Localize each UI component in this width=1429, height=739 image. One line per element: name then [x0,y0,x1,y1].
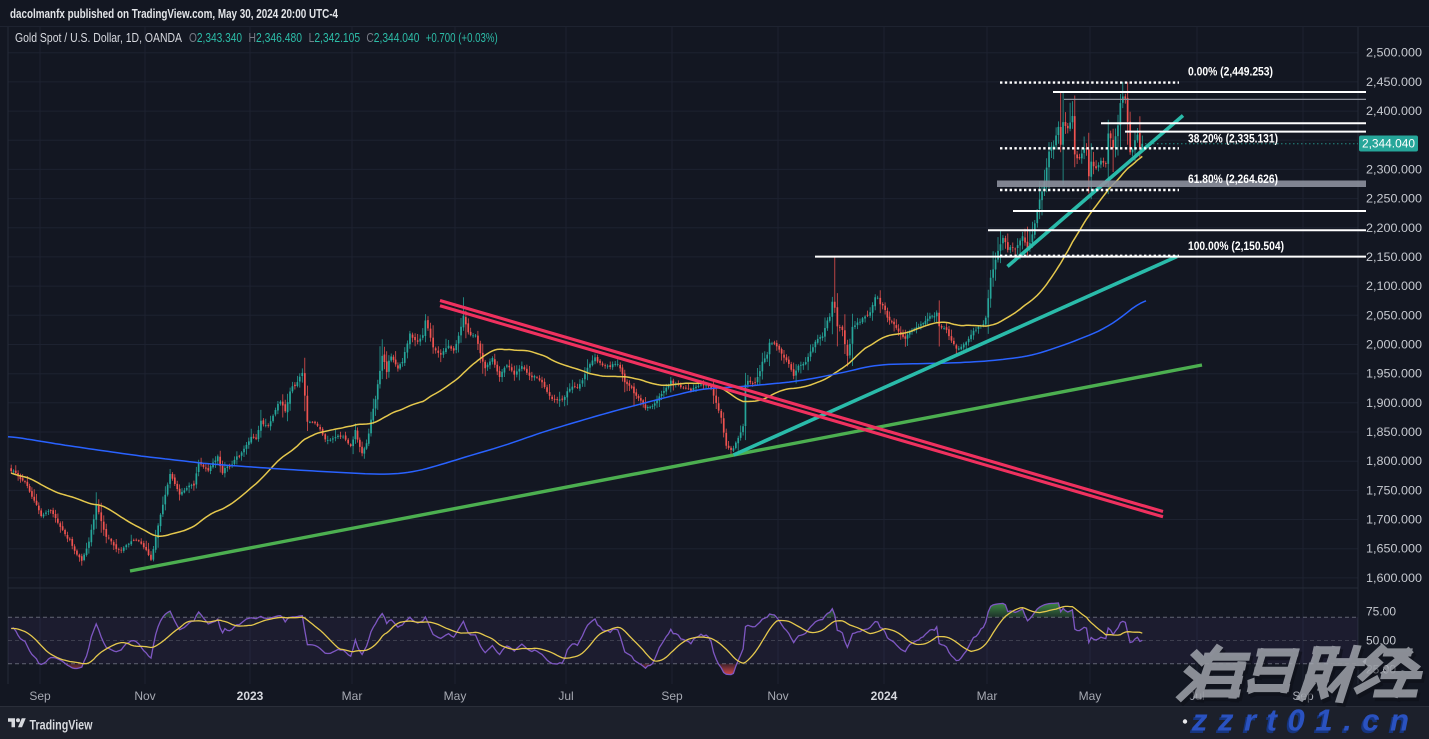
svg-text:2,500.000: 2,500.000 [1366,46,1422,60]
svg-text:1,800.000: 1,800.000 [1366,454,1422,468]
svg-text:1,850.000: 1,850.000 [1366,425,1422,439]
svg-text:1,700.000: 1,700.000 [1366,513,1422,527]
svg-text:0.00% (2,449.253): 0.00% (2,449.253) [1188,65,1273,79]
svg-text:+0.700 (+0.03%): +0.700 (+0.03%) [426,31,498,45]
svg-text:C2,344.040: C2,344.040 [366,31,419,45]
svg-text:75.00: 75.00 [1366,604,1396,618]
svg-text:2,000.000: 2,000.000 [1366,338,1422,352]
svg-text:TradingView: TradingView [30,718,93,733]
svg-text:2,100.000: 2,100.000 [1366,279,1422,293]
svg-text:Nov: Nov [767,689,788,703]
svg-text:Nov: Nov [134,689,155,703]
svg-text:O2,343.340: O2,343.340 [189,31,242,45]
svg-text:2,344.040: 2,344.040 [1362,137,1415,151]
svg-text:May: May [1079,689,1102,703]
svg-text:L2,342.105: L2,342.105 [309,31,361,45]
svg-text:38.20% (2,335.131): 38.20% (2,335.131) [1188,132,1278,146]
svg-text:Sep: Sep [661,689,683,703]
svg-text:61.80% (2,264.626): 61.80% (2,264.626) [1188,172,1278,186]
svg-text:zzrt01.cn: zzrt01.cn [1189,705,1421,739]
svg-text:1,600.000: 1,600.000 [1366,571,1422,585]
svg-text:May: May [444,689,467,703]
svg-text:2,150.000: 2,150.000 [1366,250,1422,264]
svg-text:2,200.000: 2,200.000 [1366,221,1422,235]
svg-text:1,650.000: 1,650.000 [1366,542,1422,556]
svg-text:1,750.000: 1,750.000 [1366,483,1422,497]
svg-text:dacolmanfx published on Tradin: dacolmanfx published on TradingView.com,… [10,7,338,21]
svg-text:Mar: Mar [342,689,363,703]
svg-text:2,050.000: 2,050.000 [1366,308,1422,322]
svg-text:Sep: Sep [29,689,51,703]
svg-text:2,400.000: 2,400.000 [1366,104,1422,118]
svg-text:1,900.000: 1,900.000 [1366,396,1422,410]
svg-text:Mar: Mar [977,689,998,703]
svg-text:2023: 2023 [237,689,264,703]
svg-text:2024: 2024 [871,689,898,703]
svg-text:Jul: Jul [558,689,573,703]
svg-text:50.00: 50.00 [1366,634,1396,648]
svg-text:2,450.000: 2,450.000 [1366,75,1422,89]
svg-text:2,250.000: 2,250.000 [1366,192,1422,206]
svg-text:2,300.000: 2,300.000 [1366,162,1422,176]
svg-text:zzrt01.cn: zzrt01.cn [1191,703,1423,738]
svg-text:1,950.000: 1,950.000 [1366,367,1422,381]
svg-text:Gold Spot / U.S. Dollar, 1D, O: Gold Spot / U.S. Dollar, 1D, OANDA [15,31,183,45]
svg-text:100.00% (2,150.504): 100.00% (2,150.504) [1188,239,1284,253]
svg-text:H2,346.480: H2,346.480 [249,31,303,45]
